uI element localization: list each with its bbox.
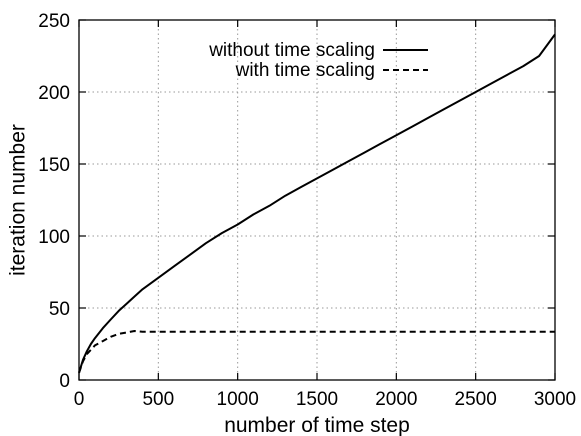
legend-label-2: with time scaling bbox=[235, 60, 375, 81]
x-tick-label: 1500 bbox=[296, 389, 338, 410]
x-tick-label: 500 bbox=[142, 389, 174, 410]
y-axis-label: iteration number bbox=[7, 124, 30, 276]
y-tick-label: 200 bbox=[38, 83, 70, 104]
y-tick-label: 250 bbox=[38, 11, 70, 32]
legend-label-1: without time scaling bbox=[208, 40, 375, 61]
series-line-1 bbox=[78, 33, 556, 374]
y-tick-label: 150 bbox=[38, 155, 70, 176]
y-tick-label: 0 bbox=[59, 371, 70, 392]
x-tick-label: 2000 bbox=[375, 389, 417, 410]
series-line-2 bbox=[78, 330, 555, 374]
x-tick-label: 3000 bbox=[534, 389, 576, 410]
x-tick-label: 0 bbox=[74, 389, 85, 410]
x-tick-label: 2500 bbox=[455, 389, 497, 410]
x-axis-label: number of time step bbox=[224, 414, 410, 436]
series-layer bbox=[78, 33, 556, 374]
y-tick-label: 100 bbox=[38, 227, 70, 248]
y-tick-label: 50 bbox=[49, 299, 70, 320]
x-tick-label: 1000 bbox=[217, 389, 259, 410]
axis-ticks: 0 500 1000 1500 2000 2500 3000 0 50 100 150 200 250 bbox=[38, 11, 576, 410]
